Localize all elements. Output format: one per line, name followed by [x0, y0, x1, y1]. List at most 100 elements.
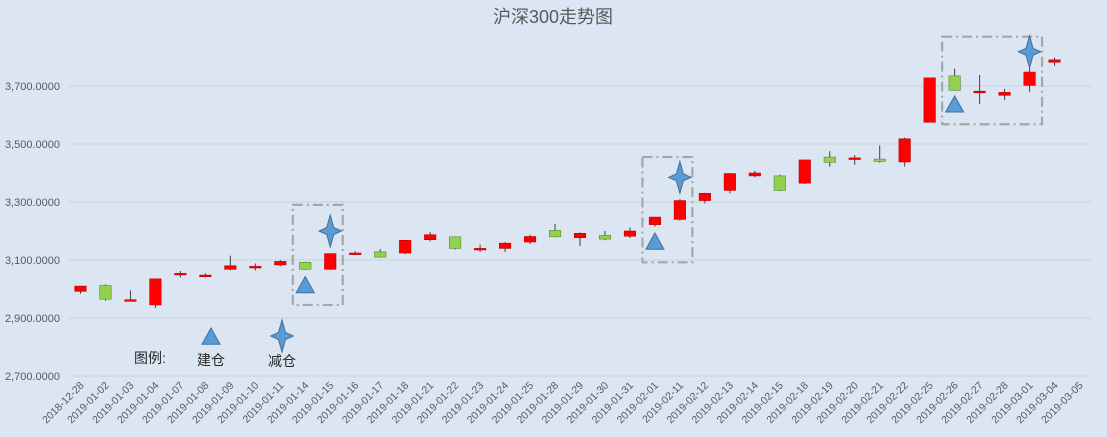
candle: [424, 232, 437, 242]
candle: [823, 151, 836, 167]
candle: [873, 145, 886, 163]
candle: [299, 261, 312, 270]
candle-body: [673, 200, 686, 220]
marker-layer: [295, 33, 1042, 294]
y-tick-label: 3,300.0000: [5, 197, 60, 209]
chart-title: 沪深300走势图: [493, 7, 613, 27]
candle: [973, 74, 986, 104]
candle-body: [199, 274, 212, 277]
candle-body: [249, 266, 262, 269]
candle: [274, 260, 287, 267]
candle: [474, 244, 487, 252]
candle-body: [548, 230, 562, 238]
candle: [224, 255, 237, 271]
candle-body: [998, 92, 1011, 96]
candle-body: [823, 156, 836, 163]
candle-body: [174, 273, 187, 276]
highlight-box: [941, 35, 1044, 126]
candle-body: [99, 285, 112, 300]
candle: [673, 199, 686, 221]
candle-body: [449, 236, 462, 249]
candle: [598, 231, 612, 241]
y-tick-label: 2,900.0000: [5, 313, 60, 325]
legend: 图例: 建仓 减仓: [134, 318, 296, 369]
candle-body: [873, 158, 886, 162]
candle-body: [923, 77, 936, 123]
candle-body: [274, 261, 287, 266]
legend-build-triangle-icon: [201, 326, 221, 345]
candle: [524, 234, 537, 245]
candle-body: [848, 157, 861, 160]
grid-layer: [68, 85, 1092, 377]
candle-body: [299, 262, 312, 270]
y-tick-label: 2,700.0000: [5, 371, 60, 383]
candle: [249, 263, 262, 271]
highlight-box: [291, 203, 344, 307]
candle-body: [324, 253, 337, 270]
candle: [149, 278, 162, 308]
build-marker-icon: [944, 94, 965, 113]
candle-body: [798, 159, 811, 184]
legend-reduce-label: 减仓: [268, 353, 296, 369]
axis-layer: 2,700.0000 2,900.0000 3,100.0000 3,300.0000…: [5, 81, 1086, 426]
candle: [374, 248, 387, 258]
y-tick-label: 3,100.0000: [5, 255, 60, 267]
candle-body: [1023, 71, 1036, 86]
reduce-marker-icon: [317, 213, 343, 249]
candle-body: [524, 236, 537, 243]
candle-body: [748, 172, 761, 177]
highlight-box-layer: [291, 35, 1044, 307]
candle: [399, 239, 412, 255]
candle-body: [898, 138, 911, 163]
legend-reduce-star-icon: [269, 318, 295, 354]
candle-body: [124, 299, 137, 302]
candle-body: [973, 90, 986, 94]
build-marker-icon: [295, 275, 316, 294]
reduce-marker-icon: [667, 159, 693, 196]
candle: [898, 137, 911, 167]
candle: [623, 227, 636, 238]
candle: [1048, 57, 1061, 66]
candle-body: [723, 173, 736, 191]
candle: [324, 253, 337, 270]
candle: [848, 155, 861, 165]
candle: [499, 242, 512, 252]
y-tick-label: 3,700.0000: [5, 81, 60, 93]
legend-title: 图例:: [134, 350, 166, 366]
highlight-box: [641, 155, 694, 264]
candle-body: [1048, 59, 1061, 63]
candle: [174, 271, 187, 278]
candle-body: [399, 239, 412, 254]
candle: [199, 273, 212, 278]
candle: [998, 88, 1011, 100]
candle: [124, 290, 137, 302]
candle-body: [623, 230, 636, 237]
legend-build-label: 建仓: [197, 352, 225, 368]
candle: [548, 223, 562, 238]
candle: [948, 68, 961, 91]
candle-body: [698, 193, 711, 201]
reduce-marker-icon: [1017, 33, 1042, 70]
candle-body: [224, 265, 237, 270]
candle-body: [74, 285, 87, 292]
candle: [923, 77, 936, 123]
candle: [449, 236, 462, 250]
candle: [573, 232, 587, 247]
y-tick-label: 3,500.0000: [5, 139, 60, 151]
candle: [748, 170, 761, 178]
candle: [723, 173, 736, 194]
candle-body: [573, 233, 587, 238]
candle: [99, 284, 112, 301]
candle-body: [648, 216, 661, 225]
candle-body: [948, 75, 961, 91]
candle-body: [424, 234, 437, 241]
candle-body: [374, 251, 387, 258]
candle-body: [149, 278, 162, 306]
candle-body: [598, 235, 612, 240]
candle: [349, 251, 362, 255]
build-marker-icon: [645, 231, 665, 250]
candle-body: [349, 252, 362, 255]
candle: [698, 192, 711, 204]
candle: [773, 174, 786, 191]
